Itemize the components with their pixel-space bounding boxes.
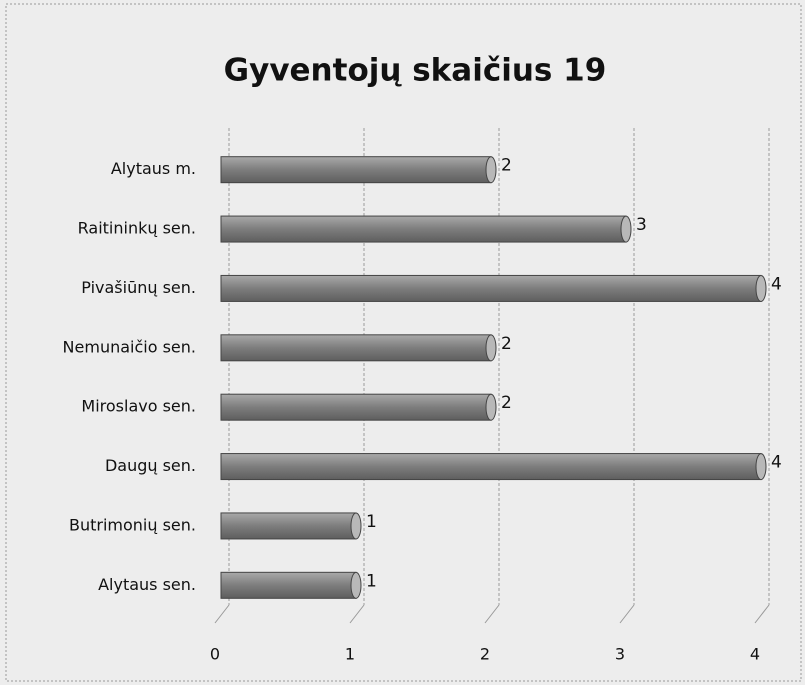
data-label: 3 — [636, 215, 647, 235]
x-tick-label: 0 — [210, 645, 220, 664]
grid-line-foot — [484, 604, 500, 624]
bar-end-cap — [485, 334, 497, 362]
bar — [220, 334, 492, 362]
bar — [220, 215, 627, 243]
data-label: 2 — [501, 156, 512, 176]
data-label: 1 — [366, 512, 377, 532]
data-label: 4 — [771, 453, 782, 473]
data-label: 4 — [771, 274, 782, 294]
bar-end-cap — [485, 393, 497, 421]
grid-line-foot — [619, 604, 635, 624]
bar-end-cap — [755, 453, 767, 481]
bar — [220, 571, 357, 599]
bar-end-cap — [350, 571, 362, 599]
x-tick-label: 3 — [615, 645, 625, 664]
bar-end-cap — [620, 215, 632, 243]
bar-end-cap — [485, 156, 497, 184]
y-tick-label: Pivašiūnų sen. — [81, 278, 196, 297]
data-label: 1 — [366, 571, 377, 591]
y-tick-label: Daugų sen. — [105, 456, 196, 475]
data-label: 2 — [501, 334, 512, 354]
bar-end-cap — [755, 274, 767, 302]
y-tick-label: Miroslavo sen. — [81, 397, 196, 416]
chart-border — [5, 3, 802, 682]
data-label: 2 — [501, 393, 512, 413]
x-tick-label: 4 — [750, 645, 760, 664]
grid-line-foot — [754, 604, 770, 624]
y-tick-label: Raitininkų sen. — [78, 219, 196, 238]
y-tick-label: Alytaus sen. — [98, 575, 196, 594]
bar — [220, 393, 492, 421]
chart-title: Gyventojų skaičius 19 — [224, 53, 607, 89]
y-tick-label: Alytaus m. — [111, 159, 196, 178]
grid-line-foot — [349, 604, 365, 624]
bar — [220, 453, 762, 481]
bar — [220, 274, 762, 302]
bar — [220, 512, 357, 540]
y-tick-label: Nemunaičio sen. — [63, 337, 196, 356]
y-tick-label: Butrimonių sen. — [69, 515, 196, 534]
grid-line-foot — [214, 604, 230, 624]
x-tick-label: 2 — [480, 645, 490, 664]
bar — [220, 156, 492, 184]
x-tick-label: 1 — [345, 645, 355, 664]
bar-end-cap — [350, 512, 362, 540]
